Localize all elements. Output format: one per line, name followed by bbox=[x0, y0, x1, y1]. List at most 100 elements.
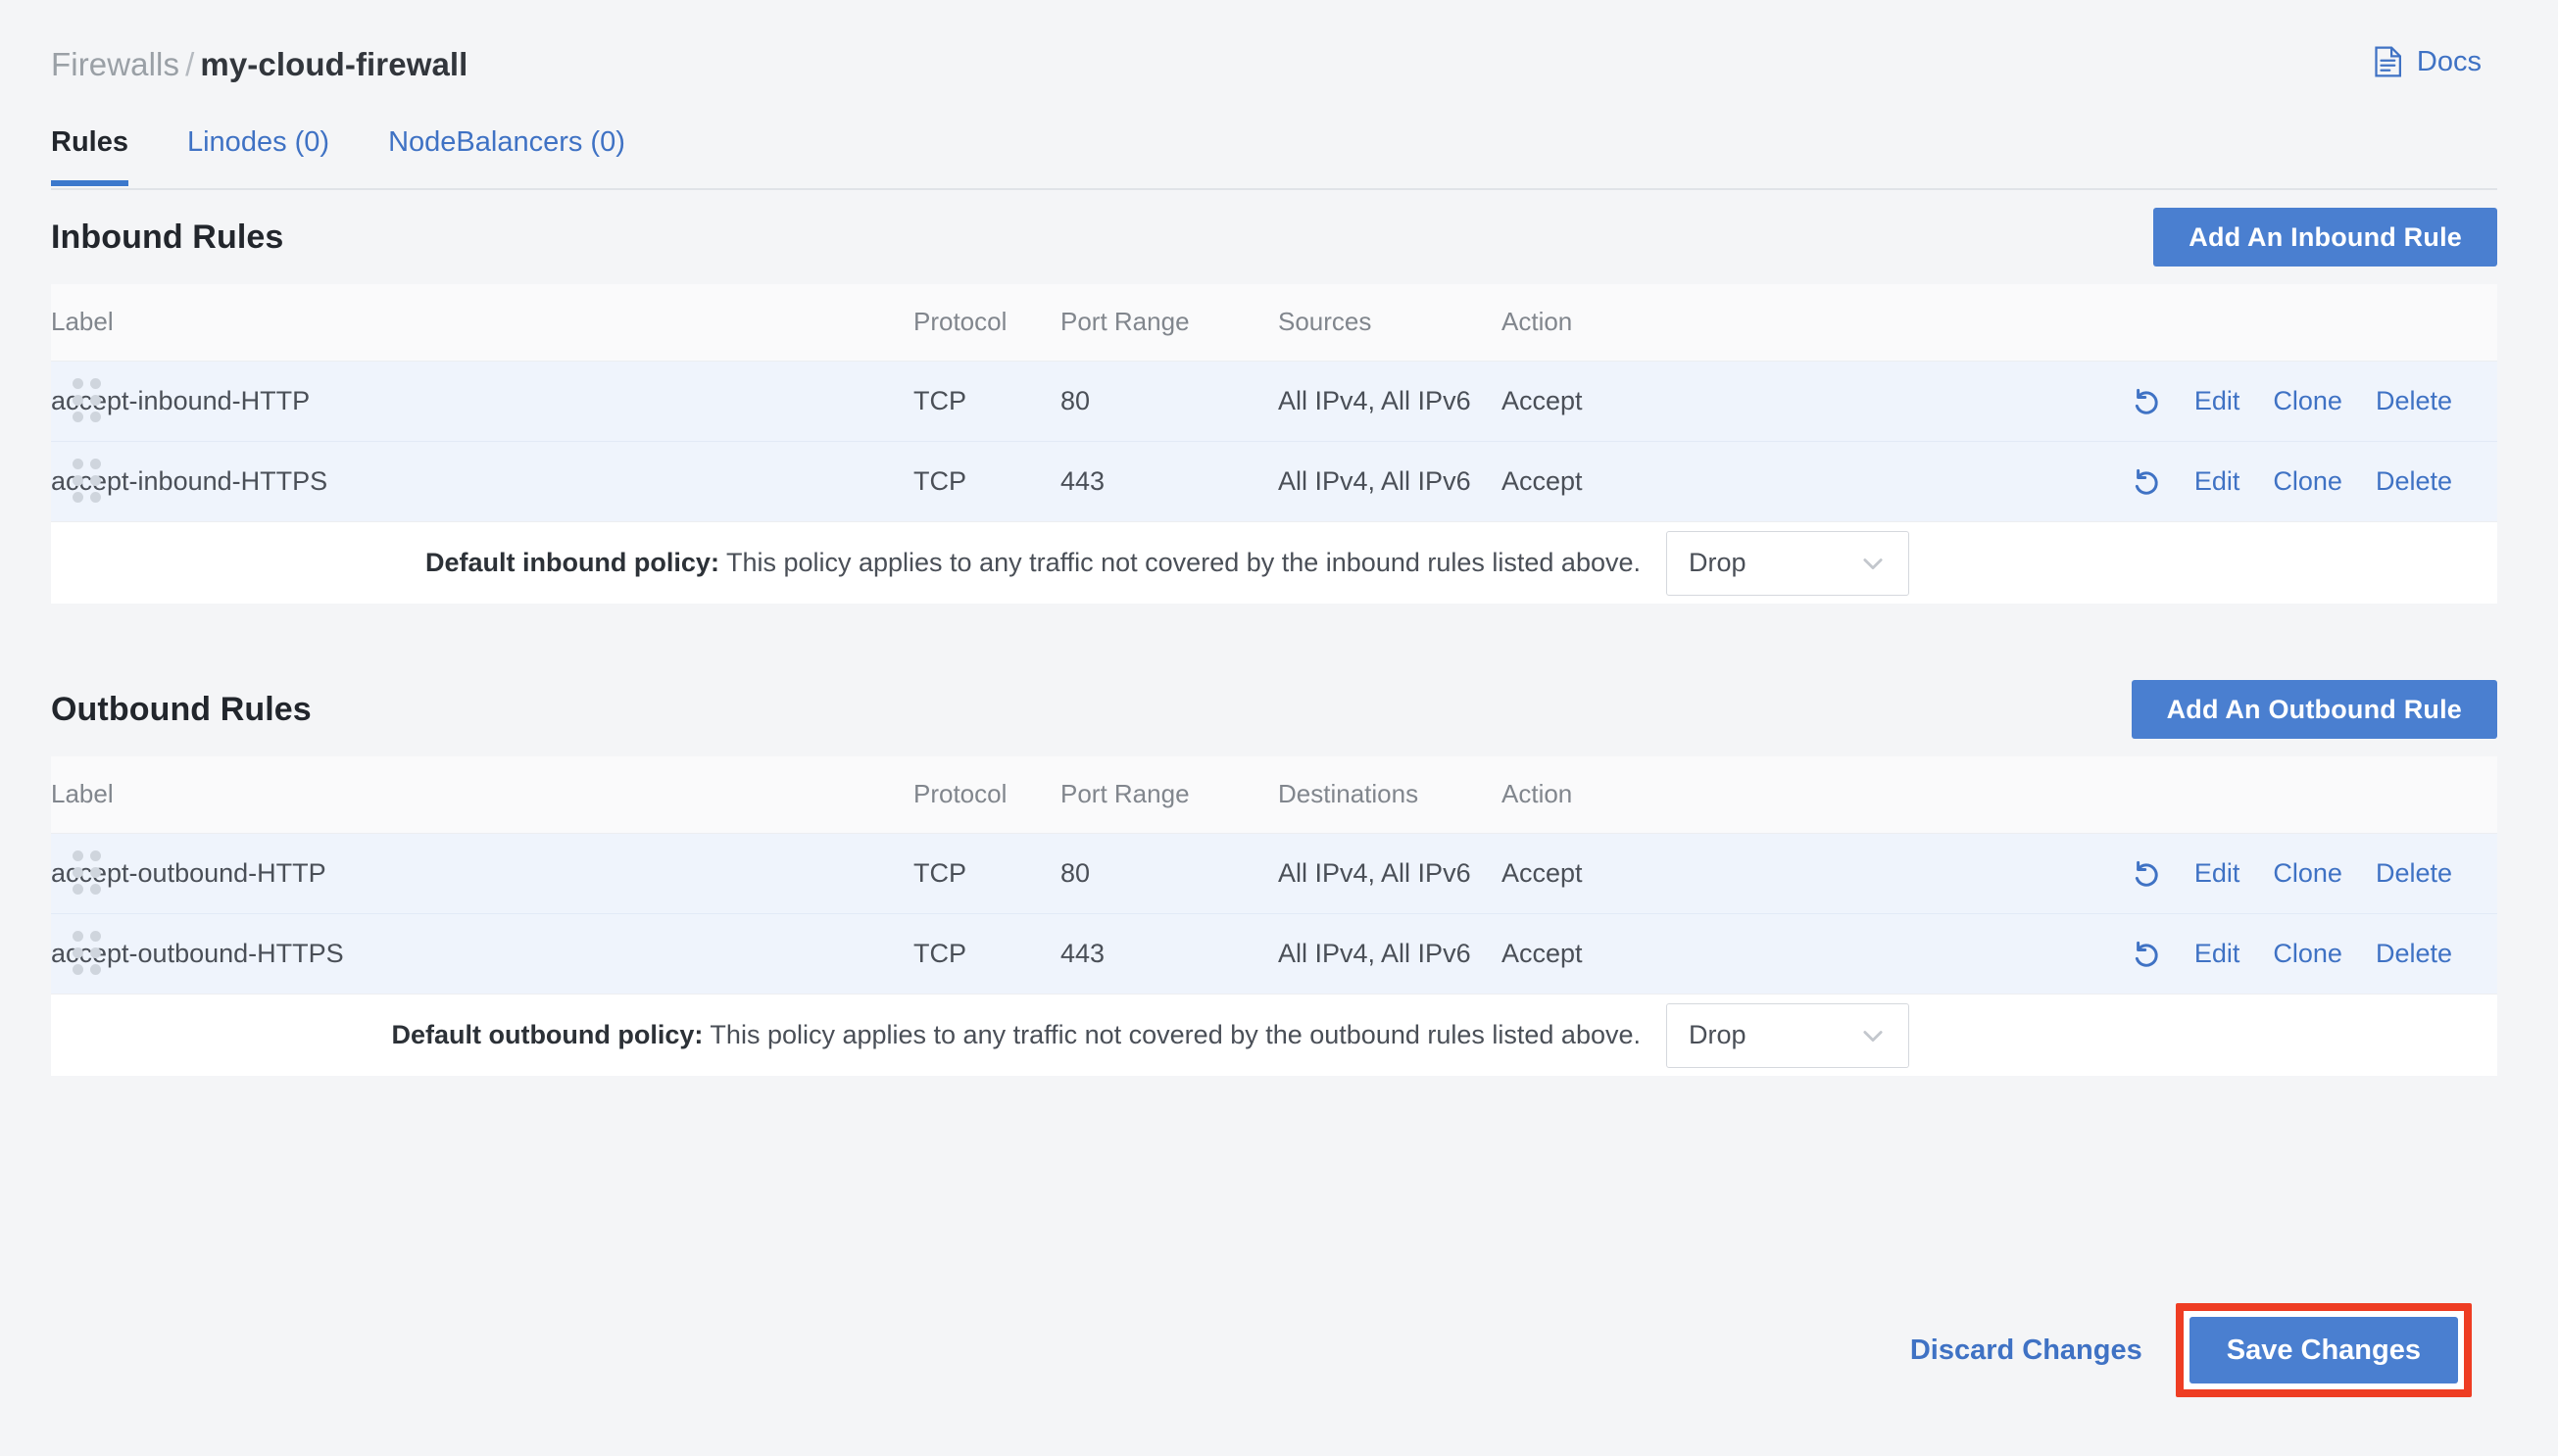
tab-rules[interactable]: Rules bbox=[51, 125, 128, 186]
table-row[interactable]: accept-outbound-HTTP TCP 80 All IPv4, Al… bbox=[51, 833, 2497, 914]
undo-icon[interactable] bbox=[2128, 384, 2161, 417]
form-footer: Discard Changes Save Changes bbox=[1910, 1303, 2472, 1397]
inbound-policy-text: Default inbound policy: This policy appl… bbox=[51, 548, 1666, 578]
rule-destinations: All IPv4, All IPv6 bbox=[1278, 913, 1501, 994]
rule-action: Accept bbox=[1501, 833, 1684, 914]
edit-link[interactable]: Edit bbox=[2193, 938, 2240, 968]
save-button-highlight: Save Changes bbox=[2175, 1303, 2472, 1397]
column-header-action: Action bbox=[1501, 284, 1684, 362]
outbound-table-body: accept-outbound-HTTP TCP 80 All IPv4, Al… bbox=[51, 833, 2497, 994]
rule-action: Accept bbox=[1501, 913, 1684, 994]
table-row[interactable]: accept-outbound-HTTPS TCP 443 All IPv4, … bbox=[51, 913, 2497, 994]
rule-sources: All IPv4, All IPv6 bbox=[1278, 441, 1501, 521]
undo-icon[interactable] bbox=[2128, 856, 2161, 890]
rule-action: Accept bbox=[1501, 361, 1684, 442]
outbound-section-header: Outbound Rules Add An Outbound Rule bbox=[51, 662, 2497, 756]
docs-label: Docs bbox=[2416, 46, 2482, 77]
rule-label-cell: accept-inbound-HTTPS bbox=[51, 441, 913, 521]
inbound-policy-label: Default inbound policy: bbox=[424, 548, 719, 577]
clone-link[interactable]: Clone bbox=[2273, 938, 2342, 968]
breadcrumb-parent-link[interactable]: Firewalls bbox=[51, 46, 180, 82]
rule-protocol: TCP bbox=[913, 833, 1060, 914]
column-header-label: Label bbox=[51, 756, 913, 834]
outbound-rules-table: Label Protocol Port Range Destinations A… bbox=[51, 756, 2497, 994]
delete-link[interactable]: Delete bbox=[2375, 938, 2452, 968]
outbound-policy-text: Default outbound policy: This policy app… bbox=[51, 1020, 1666, 1050]
save-changes-button[interactable]: Save Changes bbox=[2189, 1317, 2458, 1383]
drag-handle-icon[interactable] bbox=[73, 378, 102, 423]
document-icon bbox=[2374, 45, 2403, 78]
edit-link[interactable]: Edit bbox=[2193, 385, 2240, 415]
discard-changes-button[interactable]: Discard Changes bbox=[1909, 1334, 2142, 1366]
rule-port-range: 80 bbox=[1060, 361, 1278, 442]
rule-label-cell: accept-inbound-HTTP bbox=[51, 361, 913, 442]
inbound-section-header: Inbound Rules Add An Inbound Rule bbox=[51, 190, 2497, 284]
outbound-table-head: Label Protocol Port Range Destinations A… bbox=[51, 756, 2497, 834]
add-outbound-rule-button[interactable]: Add An Outbound Rule bbox=[2131, 680, 2497, 739]
column-header-destinations: Destinations bbox=[1278, 756, 1501, 834]
column-header-tools bbox=[1684, 756, 2497, 834]
drag-handle-icon[interactable] bbox=[73, 931, 102, 976]
inbound-table-body: accept-inbound-HTTP TCP 80 All IPv4, All… bbox=[51, 361, 2497, 521]
inbound-policy-value: Drop bbox=[1689, 548, 1746, 577]
outbound-policy-select[interactable]: Drop bbox=[1666, 1002, 1909, 1068]
delete-link[interactable]: Delete bbox=[2375, 385, 2452, 415]
edit-link[interactable]: Edit bbox=[2193, 857, 2240, 888]
page-content: Firewalls / my-cloud-firewall Docs Rules L… bbox=[51, 0, 2497, 1456]
outbound-default-policy-row: Default outbound policy: This policy app… bbox=[51, 994, 2497, 1076]
column-header-port-range: Port Range bbox=[1060, 756, 1278, 834]
drag-handle-icon[interactable] bbox=[73, 850, 102, 896]
outbound-rules-section: Outbound Rules Add An Outbound Rule Labe… bbox=[51, 662, 2497, 1076]
rule-label-cell: accept-outbound-HTTPS bbox=[51, 913, 913, 994]
chevron-down-icon bbox=[1863, 1030, 1883, 1042]
rule-sources: All IPv4, All IPv6 bbox=[1278, 361, 1501, 442]
docs-link[interactable]: Docs bbox=[2374, 45, 2497, 78]
outbound-policy-description: This policy applies to any traffic not c… bbox=[703, 1020, 1641, 1049]
rule-port-range: 80 bbox=[1060, 833, 1278, 914]
row-actions: Edit Clone Delete bbox=[1684, 464, 2497, 498]
inbound-rules-table: Label Protocol Port Range Sources Action… bbox=[51, 284, 2497, 521]
page-header: Firewalls / my-cloud-firewall Docs bbox=[51, 0, 2497, 84]
rule-port-range: 443 bbox=[1060, 913, 1278, 994]
clone-link[interactable]: Clone bbox=[2273, 857, 2342, 888]
row-actions: Edit Clone Delete bbox=[1684, 384, 2497, 417]
row-actions: Edit Clone Delete bbox=[1684, 856, 2497, 890]
delete-link[interactable]: Delete bbox=[2375, 857, 2452, 888]
rule-destinations: All IPv4, All IPv6 bbox=[1278, 833, 1501, 914]
table-header-row: Label Protocol Port Range Sources Action bbox=[51, 284, 2497, 362]
rule-protocol: TCP bbox=[913, 913, 1060, 994]
rule-protocol: TCP bbox=[913, 361, 1060, 442]
drag-handle-icon[interactable] bbox=[73, 459, 102, 504]
inbound-policy-description: This policy applies to any traffic not c… bbox=[718, 548, 1641, 577]
outbound-policy-label: Default outbound policy: bbox=[391, 1020, 704, 1049]
rule-tools-cell: Edit Clone Delete bbox=[1684, 833, 2497, 914]
add-inbound-rule-button[interactable]: Add An Inbound Rule bbox=[2153, 208, 2497, 267]
edit-link[interactable]: Edit bbox=[2193, 465, 2240, 496]
tab-bar: Rules Linodes (0) NodeBalancers (0) bbox=[51, 125, 2497, 190]
inbound-policy-select[interactable]: Drop bbox=[1666, 530, 1909, 596]
row-actions: Edit Clone Delete bbox=[1684, 937, 2497, 970]
table-row[interactable]: accept-inbound-HTTPS TCP 443 All IPv4, A… bbox=[51, 441, 2497, 521]
column-header-action: Action bbox=[1501, 756, 1684, 834]
clone-link[interactable]: Clone bbox=[2273, 465, 2342, 496]
tab-nodebalancers[interactable]: NodeBalancers (0) bbox=[388, 126, 625, 158]
rule-action: Accept bbox=[1501, 441, 1684, 521]
column-header-protocol: Protocol bbox=[913, 756, 1060, 834]
section-spacer bbox=[51, 604, 2497, 662]
undo-icon[interactable] bbox=[2128, 937, 2161, 970]
table-row[interactable]: accept-inbound-HTTP TCP 80 All IPv4, All… bbox=[51, 361, 2497, 442]
tab-linodes[interactable]: Linodes (0) bbox=[186, 126, 330, 158]
delete-link[interactable]: Delete bbox=[2375, 465, 2452, 496]
inbound-table-head: Label Protocol Port Range Sources Action bbox=[51, 284, 2497, 362]
breadcrumb: Firewalls / my-cloud-firewall bbox=[51, 45, 467, 84]
page-title: my-cloud-firewall bbox=[200, 46, 468, 82]
rule-tools-cell: Edit Clone Delete bbox=[1684, 361, 2497, 442]
outbound-policy-value: Drop bbox=[1689, 1020, 1746, 1049]
undo-icon[interactable] bbox=[2128, 464, 2161, 498]
column-header-sources: Sources bbox=[1278, 284, 1501, 362]
column-header-tools bbox=[1684, 284, 2497, 362]
column-header-port-range: Port Range bbox=[1060, 284, 1278, 362]
rule-label-cell: accept-outbound-HTTP bbox=[51, 833, 913, 914]
clone-link[interactable]: Clone bbox=[2273, 385, 2342, 415]
